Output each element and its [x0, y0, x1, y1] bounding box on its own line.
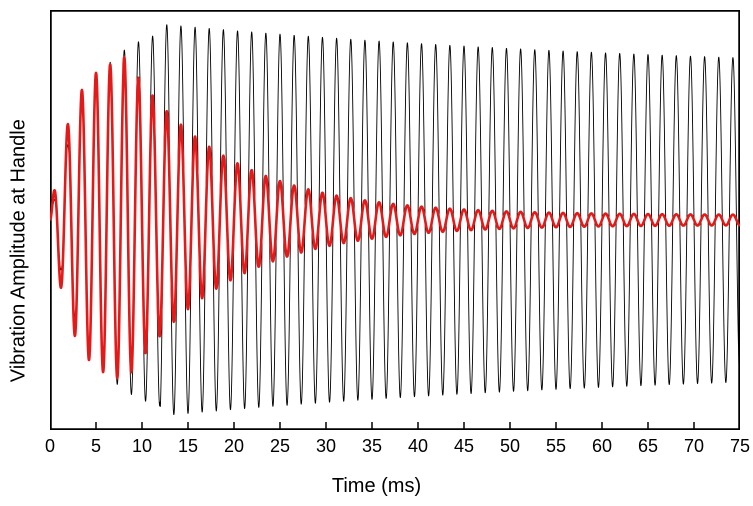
x-tick-label: 25: [270, 436, 290, 457]
x-tick-label: 60: [592, 436, 612, 457]
x-tick-label: 65: [638, 436, 658, 457]
x-tick-label: 75: [730, 436, 750, 457]
vibration-chart: [50, 10, 740, 430]
x-tick-label: 45: [454, 436, 474, 457]
x-tick-label: 50: [500, 436, 520, 457]
x-tick-label: 0: [45, 436, 55, 457]
x-axis-label: Time (ms): [0, 475, 753, 498]
x-tick-label: 40: [408, 436, 428, 457]
x-tick-label: 15: [178, 436, 198, 457]
x-tick-label: 5: [91, 436, 101, 457]
x-tick-label: 30: [316, 436, 336, 457]
x-tick-label: 70: [684, 436, 704, 457]
x-tick-label: 10: [132, 436, 152, 457]
x-tick-label: 55: [546, 436, 566, 457]
x-tick-label: 35: [362, 436, 382, 457]
x-tick-label: 20: [224, 436, 244, 457]
y-axis-label: Vibration Amplitude at Handle: [8, 119, 31, 382]
